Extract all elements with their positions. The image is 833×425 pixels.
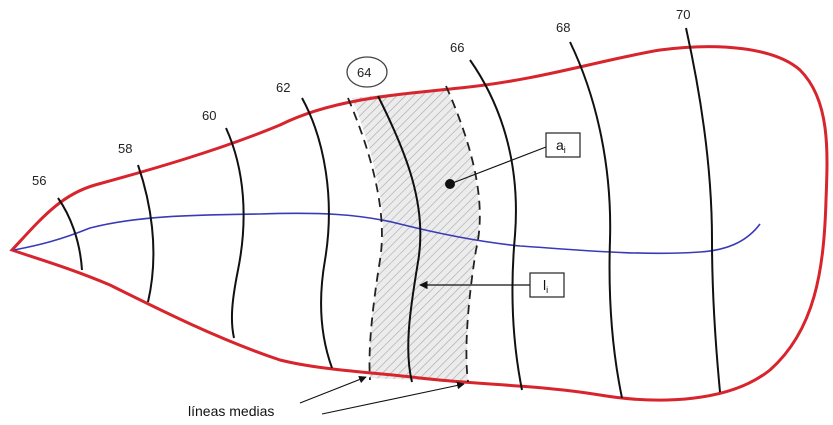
contour-line-58	[137, 164, 155, 303]
dashed-midline-right	[445, 85, 481, 383]
area-label-box	[545, 132, 581, 158]
line-label-main: l	[543, 277, 546, 293]
area-label-sub: i	[564, 145, 566, 155]
contour-label-56: 56	[32, 173, 46, 188]
line-label: li	[543, 277, 548, 295]
area-leader-line	[449, 146, 547, 185]
midlines-caption: líneas medias	[188, 403, 274, 419]
contour-label-70: 70	[676, 7, 690, 22]
line-label-box	[529, 272, 565, 298]
contour-line-68	[569, 41, 623, 399]
area-label: ai	[556, 137, 566, 155]
contour-label-64: 64	[357, 65, 371, 80]
area-label-main: a	[556, 137, 564, 153]
contour-line-70	[685, 27, 721, 393]
line-label-sub: i	[546, 285, 548, 295]
contour-label-62: 62	[276, 80, 290, 95]
contour-label-60: 60	[202, 108, 216, 123]
contour-label-58: 58	[118, 141, 132, 156]
highlight-circle	[346, 56, 388, 88]
contour-line-62	[301, 97, 333, 369]
dashed-midline-left	[347, 97, 383, 381]
contour-line-66	[469, 59, 523, 391]
contour-line-64	[377, 95, 422, 383]
caption-arrow-left	[299, 375, 367, 404]
outline-shape	[9, 45, 829, 402]
hatched-area	[352, 88, 480, 382]
contour-label-66: 66	[450, 40, 464, 55]
caption-arrow-right	[321, 381, 465, 415]
midline	[13, 212, 761, 255]
contour-line-56	[57, 197, 83, 271]
contour-label-68: 68	[556, 20, 570, 35]
contour-line-60	[225, 127, 245, 339]
